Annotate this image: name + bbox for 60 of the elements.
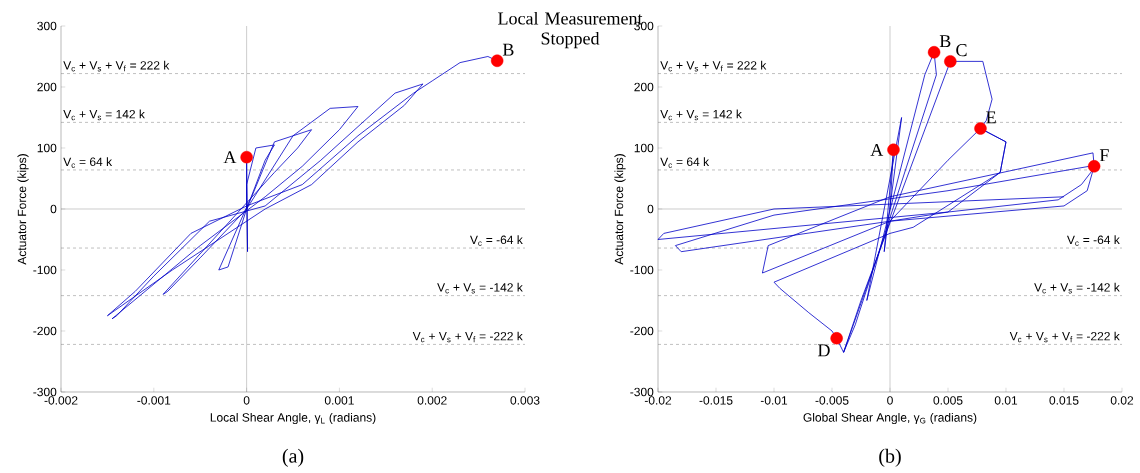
x-axis-title: Global Shear Angle, γ$_{G}$ (radians) [803, 412, 977, 425]
annotation: B [939, 35, 951, 48]
x-tick-label: 0.01 [994, 396, 1018, 405]
x-tick-label: -0.02 [644, 396, 672, 405]
annotation: C [956, 44, 967, 57]
annotation: A [223, 151, 237, 164]
point [1087, 160, 1101, 173]
ref-line-label: V$_{c}$ + V$_{s}$ = -142 k [1034, 282, 1120, 294]
point [830, 332, 843, 345]
ref-line-label: V$_{c}$ + V$_{s}$ = 142 k [63, 109, 145, 121]
x-tick-label: 0 [887, 396, 893, 405]
y-axis-title: Actuator Force (kips) [17, 154, 29, 265]
x-tick-label: 0.003 [510, 396, 540, 405]
y-tick-label: -300 [630, 387, 654, 397]
y-tick-label: 100 [634, 143, 654, 153]
y-tick-label: -300 [33, 387, 57, 397]
x-tick-label: -0.005 [815, 396, 849, 405]
annotation: B [502, 43, 514, 56]
ref-line-label: V$_{c}$ = -64 k [1066, 235, 1120, 246]
annotation: A [870, 143, 884, 156]
ref-line-label: V$_{c}$ + V$_{s}$ + V$_{f}$ = 222 k [63, 60, 170, 72]
y-tick-label: -100 [630, 265, 654, 275]
x-tick-label: -0.001 [137, 396, 171, 405]
x-tick-label: -0.002 [44, 396, 78, 405]
y-tick-label: -100 [33, 265, 57, 275]
annotation: F [1099, 149, 1109, 162]
point [974, 122, 987, 135]
ref-line-label: V$_{c}$ + V$_{s}$ + V$_{f}$ = -222 k [1009, 331, 1120, 343]
y-tick-label: 200 [37, 82, 57, 92]
y-axis-title: Actuator Force (kips) [614, 154, 626, 265]
y-tick-label: 100 [37, 143, 57, 153]
y-tick-label: 0 [50, 204, 57, 214]
ref-line-label: V$_{c}$ + V$_{s}$ + V$_{f}$ = 222 k [660, 60, 767, 72]
point [887, 143, 900, 157]
y-tick-label: 200 [634, 82, 654, 92]
x-tick-label: 0.015 [1049, 396, 1079, 405]
annotation: D [817, 344, 830, 357]
y-tick-label: 300 [37, 21, 57, 31]
ref-line-label: V$_{c}$ + V$_{s}$ = 142 k [660, 109, 742, 121]
ref-line-label: V$_{c}$ + V$_{s}$ + V$_{f}$ = -222 k [412, 331, 523, 343]
x-tick-label: 0 [243, 396, 250, 405]
x-tick-label: 0.005 [933, 396, 963, 405]
x-tick-label: 0.02 [1110, 396, 1134, 405]
text: (a) [282, 448, 304, 467]
y-tick-label: -200 [33, 326, 57, 336]
x-tick-label: -0.01 [760, 396, 788, 405]
ref-line-label: V$_{c}$ + V$_{s}$ = -142 k [437, 282, 523, 294]
annotation: E [986, 111, 996, 124]
ref-line-label: V$_{c}$ = -64 k [470, 235, 523, 246]
x-tick-label: 0.001 [324, 396, 354, 405]
y-tick-label: 0 [647, 204, 654, 214]
ref-line-label: V$_{c}$ = 64 k [660, 157, 710, 168]
y-tick-label: -200 [630, 326, 654, 336]
ref-line-label: V$_{c}$ = 64 k [63, 157, 113, 168]
x-tick-label: -0.015 [699, 396, 733, 405]
x-tick-label: 0.002 [417, 396, 447, 405]
x-axis-title: Local Shear Angle, γ$_{L}$ (radians) [210, 412, 376, 425]
text: (b) [879, 448, 901, 467]
point [944, 55, 957, 68]
point [927, 46, 941, 59]
